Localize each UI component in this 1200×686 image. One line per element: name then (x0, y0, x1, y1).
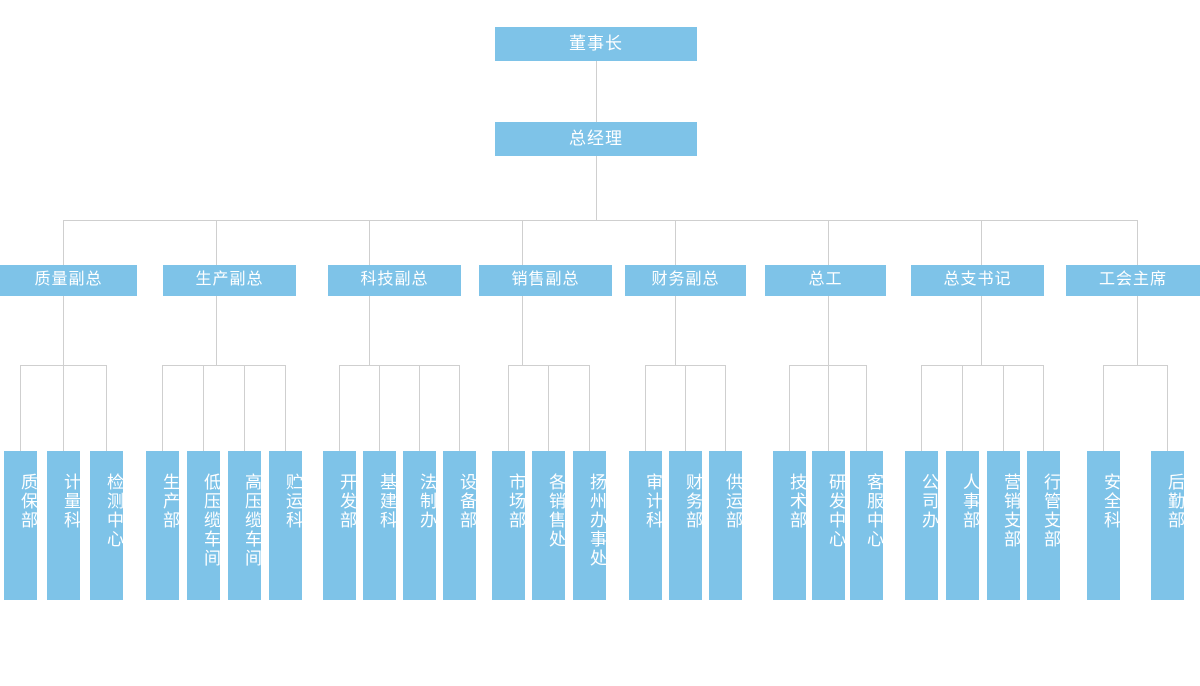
node-vp-production[interactable]: 生产副总 (163, 265, 296, 296)
node-logistics-dept[interactable]: 后勤部 (1151, 451, 1184, 600)
connector-vp5-stem (675, 296, 676, 365)
connector-leaf-20 (866, 365, 867, 451)
connector-leaf-9 (379, 365, 380, 451)
connector-bus-to-vp-2 (216, 220, 217, 265)
node-supply-transport-dept[interactable]: 供运部 (709, 451, 742, 600)
connector-leaf-2 (63, 365, 64, 451)
connector-gm-to-bus (596, 156, 597, 220)
connector-bus-to-vp-7 (981, 220, 982, 265)
node-production-dept[interactable]: 生产部 (146, 451, 179, 600)
connector-leaf-7 (285, 365, 286, 451)
connector-leaf-5 (203, 365, 204, 451)
node-vp-technology[interactable]: 科技副总 (328, 265, 461, 296)
connector-leaf-23 (1003, 365, 1004, 451)
connector-leaf-15 (645, 365, 646, 451)
connector-leaf-16 (685, 365, 686, 451)
node-customer-service-center[interactable]: 客服中心 (850, 451, 883, 600)
connector-leaf-19 (828, 365, 829, 451)
node-vp-quality[interactable]: 质量副总 (0, 265, 137, 296)
connector-leaf-1 (20, 365, 21, 451)
connector-bus-to-vp-3 (369, 220, 370, 265)
connector-vp2-stem (216, 296, 217, 365)
connector-leaf-3 (106, 365, 107, 451)
connector-leaf-8 (339, 365, 340, 451)
connector-leaf-4 (162, 365, 163, 451)
node-audit-section[interactable]: 审计科 (629, 451, 662, 600)
node-vp-sales[interactable]: 销售副总 (479, 265, 612, 296)
connector-leaf-24 (1043, 365, 1044, 451)
connector-vp6-stem (828, 296, 829, 365)
node-rnd-center[interactable]: 研发中心 (812, 451, 845, 600)
node-development-dept[interactable]: 开发部 (323, 451, 356, 600)
node-chief-engineer[interactable]: 总工 (765, 265, 886, 296)
node-union-chair[interactable]: 工会主席 (1066, 265, 1200, 296)
connector-bus-to-vp-4 (522, 220, 523, 265)
node-high-voltage-cable-workshop[interactable]: 高压缆车间 (228, 451, 261, 600)
connector-leaf-11 (459, 365, 460, 451)
node-hr-dept[interactable]: 人事部 (946, 451, 979, 600)
connector-bus-to-vp-5 (675, 220, 676, 265)
connector-leaf-12 (508, 365, 509, 451)
connector-vp-bus (63, 220, 1137, 221)
group-bar-6 (789, 365, 866, 366)
node-legal-affairs-office[interactable]: 法制办 (403, 451, 436, 600)
connector-vp4-stem (522, 296, 523, 365)
group-bar-7 (921, 365, 1043, 366)
connector-leaf-6 (244, 365, 245, 451)
connector-bus-to-vp-6 (828, 220, 829, 265)
connector-vp8-stem (1137, 296, 1138, 365)
connector-leaf-13 (548, 365, 549, 451)
connector-leaf-22 (962, 365, 963, 451)
node-finance-dept[interactable]: 财务部 (669, 451, 702, 600)
node-metrology-section[interactable]: 计量科 (47, 451, 80, 600)
group-bar-3 (339, 365, 459, 366)
connector-vp1-stem (63, 296, 64, 365)
connector-leaf-26 (1167, 365, 1168, 451)
node-low-voltage-cable-workshop[interactable]: 低压缆车间 (187, 451, 220, 600)
node-infrastructure-section[interactable]: 基建科 (363, 451, 396, 600)
node-vp-finance[interactable]: 财务副总 (625, 265, 746, 296)
node-safety-section[interactable]: 安全科 (1087, 451, 1120, 600)
connector-bus-to-vp-1 (63, 220, 64, 265)
node-testing-center[interactable]: 检测中心 (90, 451, 123, 600)
node-general-manager[interactable]: 总经理 (495, 122, 697, 156)
connector-vp3-stem (369, 296, 370, 365)
group-bar-2 (162, 365, 285, 366)
connector-leaf-10 (419, 365, 420, 451)
connector-leaf-21 (921, 365, 922, 451)
group-bar-8 (1103, 365, 1167, 366)
node-storage-transport-section[interactable]: 贮运科 (269, 451, 302, 600)
node-quality-assurance-dept[interactable]: 质保部 (4, 451, 37, 600)
connector-leaf-14 (589, 365, 590, 451)
node-admin-party-branch[interactable]: 行管支部 (1027, 451, 1060, 600)
node-equipment-dept[interactable]: 设备部 (443, 451, 476, 600)
connector-leaf-25 (1103, 365, 1104, 451)
connector-vp7-stem (981, 296, 982, 365)
node-party-secretary[interactable]: 总支书记 (911, 265, 1044, 296)
node-sales-offices[interactable]: 各销售处 (532, 451, 565, 600)
node-market-dept[interactable]: 市场部 (492, 451, 525, 600)
node-marketing-party-branch[interactable]: 营销支部 (987, 451, 1020, 600)
connector-root-to-gm (596, 60, 597, 123)
node-technical-dept[interactable]: 技术部 (773, 451, 806, 600)
connector-leaf-18 (789, 365, 790, 451)
node-yangzhou-office[interactable]: 扬州办事处 (573, 451, 606, 600)
connector-leaf-17 (725, 365, 726, 451)
connector-bus-to-vp-8 (1137, 220, 1138, 265)
node-chairman[interactable]: 董事长 (495, 27, 697, 61)
node-company-office[interactable]: 公司办 (905, 451, 938, 600)
